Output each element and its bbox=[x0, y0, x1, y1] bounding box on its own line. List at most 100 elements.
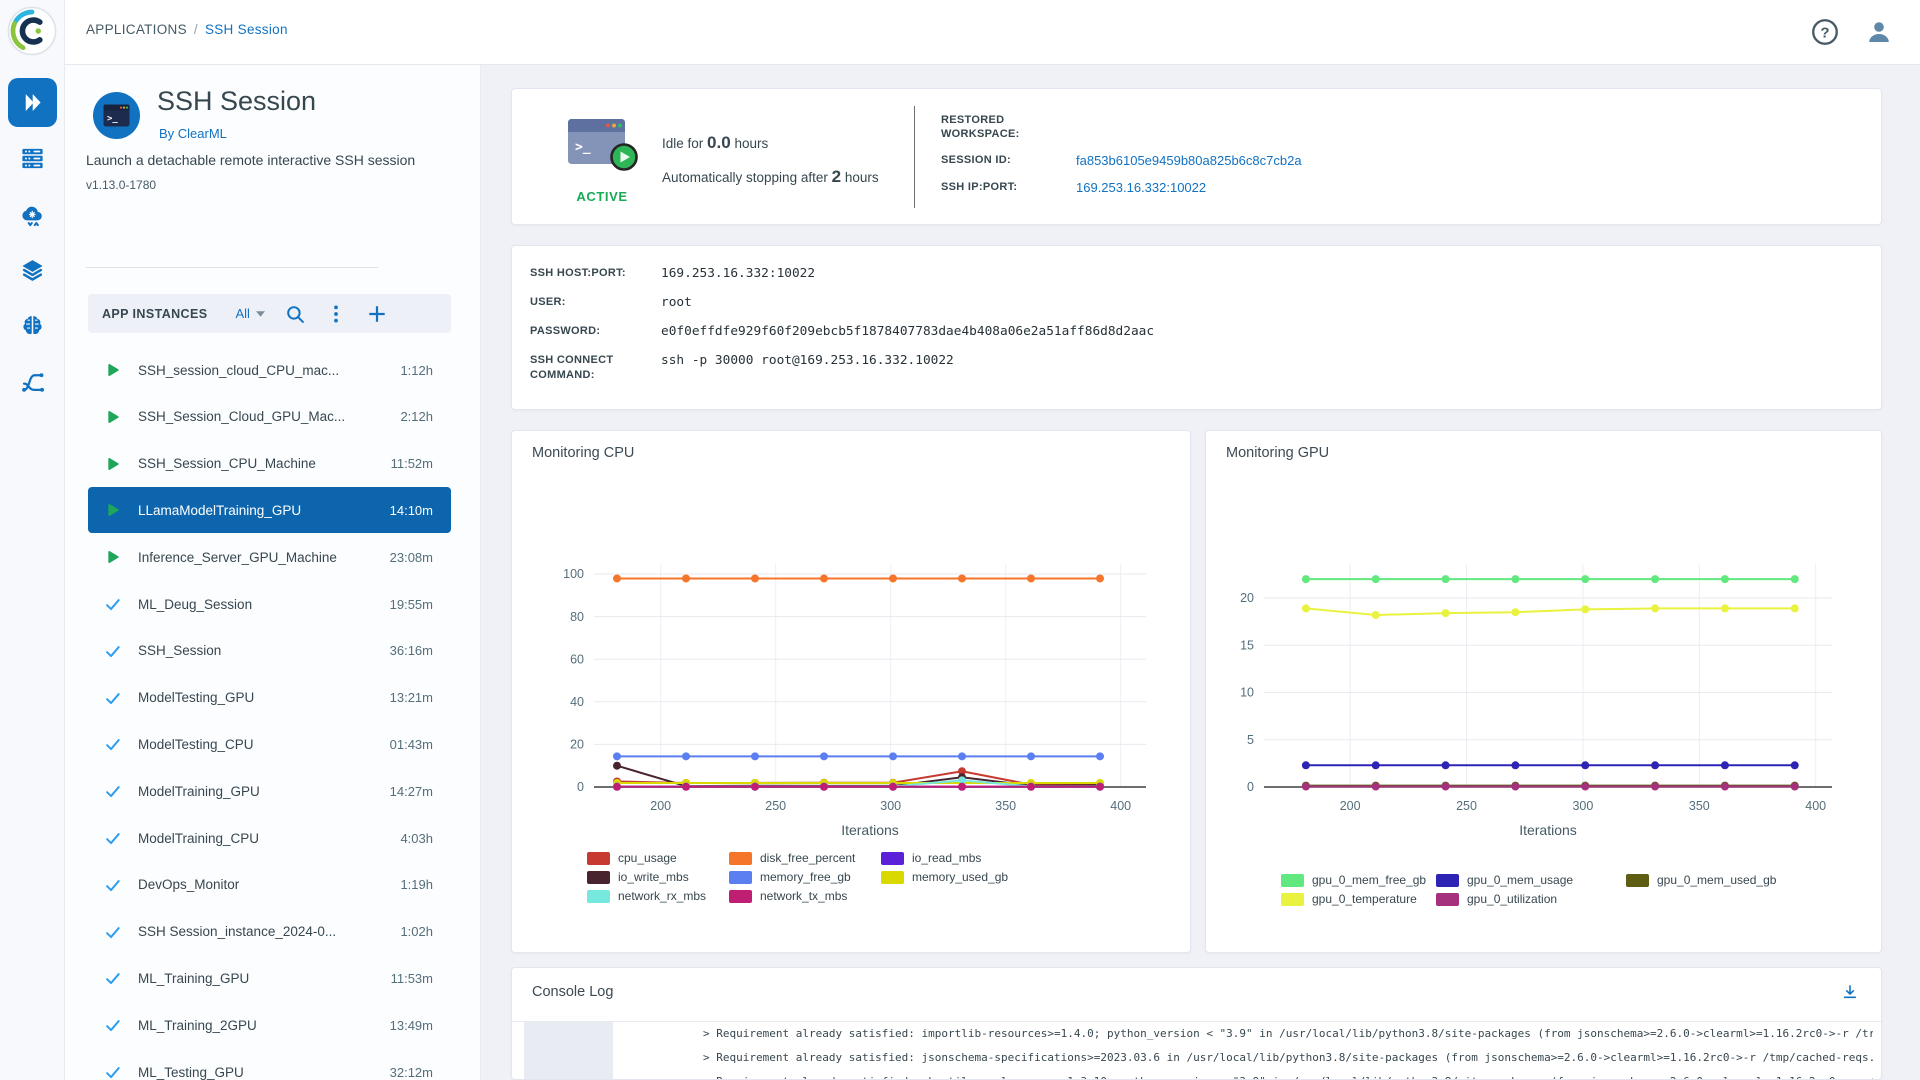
idle-time-text: Idle for 0.0 hours bbox=[662, 133, 769, 152]
status-field-label: RESTORED WORKSPACE: bbox=[941, 114, 1020, 140]
legend-swatch bbox=[1436, 873, 1459, 887]
by-clearml-link[interactable]: By ClearML bbox=[159, 126, 227, 141]
instance-row[interactable]: LLamaModelTraining_GPU 14:10m bbox=[88, 487, 451, 534]
detail-value: 169.253.16.332:10022 bbox=[661, 266, 816, 281]
app-version: v1.13.0-1780 bbox=[86, 178, 157, 192]
status-field-value[interactable]: fa853b6105e9459b80a825b6c8c7cb2a bbox=[1076, 153, 1302, 168]
instance-row[interactable]: ModelTesting_CPU 01:43m bbox=[88, 721, 451, 767]
console-log-panel: Console Log > Requirement already satisf… bbox=[511, 967, 1882, 1080]
instance-row[interactable]: ModelTraining_CPU 4:03h bbox=[88, 815, 451, 861]
instance-time: 19:55m bbox=[389, 596, 433, 612]
svg-text:200: 200 bbox=[650, 799, 671, 813]
breadcrumb-current[interactable]: SSH Session bbox=[204, 22, 288, 37]
legend-item[interactable]: network_tx_mbs bbox=[729, 888, 881, 904]
legend-item[interactable]: gpu_0_mem_used_gb bbox=[1626, 872, 1796, 888]
instance-time: 11:53m bbox=[390, 970, 433, 986]
add-instance-icon[interactable] bbox=[366, 303, 388, 325]
svg-text:400: 400 bbox=[1110, 799, 1131, 813]
instance-row[interactable]: SSH_session_cloud_CPU_mac... 1:12h bbox=[88, 347, 451, 393]
legend-item[interactable]: io_read_mbs bbox=[881, 850, 1051, 866]
instance-row[interactable]: SSH_Session 36:16m bbox=[88, 628, 451, 674]
detail-label: SSH CONNECT COMMAND: bbox=[530, 354, 614, 381]
legend-item[interactable]: memory_free_gb bbox=[729, 869, 881, 885]
instance-name: SSH_session_cloud_CPU_mac... bbox=[138, 362, 340, 378]
legend-label: io_read_mbs bbox=[912, 851, 982, 865]
legend-label: gpu_0_mem_free_gb bbox=[1312, 873, 1427, 887]
rail-item-servers-icon[interactable] bbox=[8, 134, 57, 183]
check-icon bbox=[104, 923, 122, 941]
download-log-icon[interactable] bbox=[1835, 978, 1865, 1008]
instance-name: ML_Testing_GPU bbox=[138, 1064, 244, 1080]
breadcrumb-applications[interactable]: APPLICATIONS bbox=[86, 22, 187, 37]
autostop-text: Automatically stopping after 2 hours bbox=[662, 167, 879, 186]
instance-name: SSH_Session_CPU_Machine bbox=[138, 456, 316, 472]
instance-row[interactable]: SSH Session_instance_2024-0... 1:02h bbox=[88, 909, 451, 955]
legend-swatch bbox=[587, 870, 610, 884]
line-chart: 200 250 300 350 400 0 5 10 15 20 Iterations bbox=[1240, 564, 1832, 838]
kebab-menu-icon[interactable] bbox=[325, 303, 347, 325]
rail-item-launch-apps-icon[interactable] bbox=[8, 78, 57, 127]
play-icon bbox=[104, 455, 122, 473]
instance-time: 11:52m bbox=[390, 456, 433, 472]
chart-title: Monitoring GPU bbox=[1226, 445, 1330, 461]
instance-time: 13:49m bbox=[389, 1017, 433, 1033]
svg-text:80: 80 bbox=[570, 610, 584, 624]
legend-item[interactable]: gpu_0_mem_free_gb bbox=[1281, 872, 1436, 888]
legend-item[interactable]: network_rx_mbs bbox=[587, 888, 729, 904]
legend-item[interactable]: gpu_0_temperature bbox=[1281, 891, 1436, 907]
legend-item[interactable]: disk_free_percent bbox=[729, 850, 881, 866]
instance-name: DevOps_Monitor bbox=[138, 877, 240, 893]
top-header: APPLICATIONS / SSH Session ? bbox=[64, 0, 1920, 65]
instance-time: 1:02h bbox=[400, 924, 433, 940]
play-icon bbox=[104, 361, 122, 379]
legend-item[interactable]: gpu_0_mem_usage bbox=[1436, 872, 1626, 888]
instance-row[interactable]: DevOps_Monitor 1:19h bbox=[88, 862, 451, 908]
svg-text:250: 250 bbox=[1456, 799, 1477, 813]
legend-item[interactable]: cpu_usage bbox=[587, 850, 729, 866]
instance-row[interactable]: ML_Training_2GPU 13:49m bbox=[88, 1002, 451, 1048]
instance-row[interactable]: SSH_Session_CPU_Machine 11:52m bbox=[88, 441, 451, 487]
svg-text:?: ? bbox=[1820, 24, 1829, 41]
svg-text:300: 300 bbox=[880, 799, 901, 813]
instance-time: 1:19h bbox=[400, 877, 433, 893]
check-icon bbox=[104, 829, 122, 847]
legend-label: network_tx_mbs bbox=[760, 889, 848, 903]
instance-row[interactable]: ModelTesting_GPU 13:21m bbox=[88, 675, 451, 721]
legend-item[interactable]: gpu_0_utilization bbox=[1436, 891, 1626, 907]
legend-item[interactable]: io_write_mbs bbox=[587, 869, 729, 885]
rail-item-layers-icon[interactable] bbox=[8, 246, 57, 295]
legend-label: io_write_mbs bbox=[618, 870, 689, 884]
monitoring-gpu-panel: Monitoring GPU 200 250 300 350 400 0 5 10 15 20 Ite… bbox=[1205, 430, 1882, 953]
rail-item-cloud-autoscaler-icon[interactable] bbox=[8, 190, 57, 239]
svg-text:250: 250 bbox=[765, 799, 786, 813]
legend-label: gpu_0_mem_usage bbox=[1467, 873, 1574, 887]
status-field-value[interactable]: 169.253.16.332:10022 bbox=[1076, 180, 1207, 195]
user-avatar-icon[interactable] bbox=[1864, 17, 1894, 47]
play-icon bbox=[104, 548, 122, 566]
help-icon[interactable]: ? bbox=[1810, 17, 1840, 47]
svg-text:Iterations: Iterations bbox=[841, 822, 899, 838]
instance-row[interactable]: ML_Training_GPU 11:53m bbox=[88, 955, 451, 1001]
rail-item-brain-icon[interactable] bbox=[8, 302, 57, 351]
instance-name: SSH_Session_Cloud_GPU_Mac... bbox=[138, 409, 346, 425]
instance-row[interactable]: SSH_Session_Cloud_GPU_Mac... 2:12h bbox=[88, 394, 451, 440]
instance-row[interactable]: ML_Testing_GPU 32:12m bbox=[88, 1049, 451, 1080]
legend-item[interactable]: memory_used_gb bbox=[881, 869, 1051, 885]
instance-row[interactable]: ML_Deug_Session 19:55m bbox=[88, 581, 451, 627]
search-icon[interactable] bbox=[284, 303, 306, 325]
instances-filter-dropdown[interactable]: All bbox=[235, 306, 265, 321]
legend-label: disk_free_percent bbox=[760, 851, 856, 865]
svg-text:350: 350 bbox=[1689, 799, 1710, 813]
instance-row[interactable]: Inference_Server_GPU_Machine 23:08m bbox=[88, 534, 451, 580]
instance-time: 13:21m bbox=[389, 690, 433, 706]
rail-item-pipelines-icon[interactable] bbox=[8, 358, 57, 407]
check-icon bbox=[104, 1016, 122, 1034]
clearml-logo[interactable] bbox=[7, 6, 57, 56]
ssh-app-icon: >_ bbox=[93, 92, 140, 139]
svg-text:60: 60 bbox=[570, 652, 584, 666]
divider bbox=[512, 1021, 1881, 1022]
app-description: Launch a detachable remote interactive S… bbox=[86, 152, 416, 168]
instance-name: ModelTesting_CPU bbox=[138, 736, 254, 752]
instance-row[interactable]: ModelTraining_GPU 14:27m bbox=[88, 768, 451, 814]
check-icon bbox=[104, 735, 122, 753]
